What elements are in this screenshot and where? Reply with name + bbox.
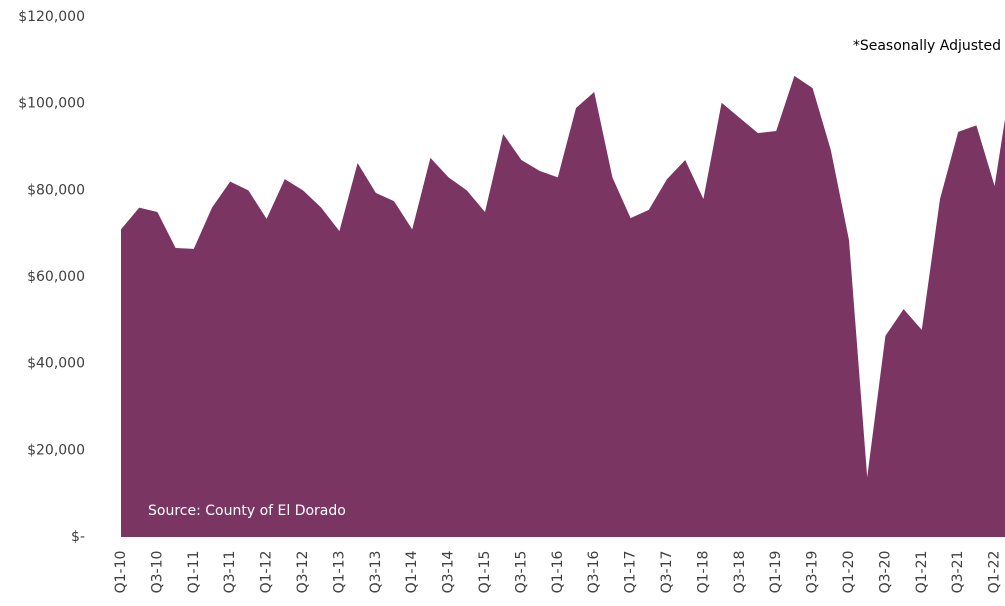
annotation: *Seasonally Adjusted <box>853 38 1001 54</box>
x-tick-label: Q3-19 <box>805 551 821 594</box>
x-tick-label: Q3-15 <box>513 551 529 594</box>
x-tick-label: Q1-11 <box>186 551 202 594</box>
x-tick-label: Q1-12 <box>259 551 275 594</box>
x-tick-label: Q1-20 <box>841 551 857 594</box>
x-tick-label: Q1-13 <box>331 551 347 594</box>
y-tick-label: $80,000 <box>27 182 85 198</box>
x-tick-label: Q1-17 <box>623 551 639 594</box>
x-tick-label: Q3-18 <box>732 551 748 594</box>
y-tick-label: $40,000 <box>27 356 85 372</box>
x-tick-label: Q1-18 <box>695 551 711 594</box>
x-tick-label: Q1-10 <box>113 551 129 594</box>
x-tick-label: Q3-12 <box>295 551 311 594</box>
annotation: Source: County of El Dorado <box>148 503 346 519</box>
x-tick-label: Q1-19 <box>768 551 784 594</box>
x-tick-label: Q3-14 <box>441 551 457 594</box>
x-tick-label: Q3-21 <box>950 551 966 594</box>
x-tick-label: Q3-10 <box>149 551 165 594</box>
x-tick-label: Q3-20 <box>877 551 893 594</box>
y-tick-label: $- <box>71 529 85 545</box>
x-tick-label: Q1-15 <box>477 551 493 594</box>
x-tick-label: Q3-17 <box>659 551 675 594</box>
x-tick-label: Q1-21 <box>914 551 930 594</box>
x-tick-label: Q3-16 <box>586 551 602 594</box>
y-tick-label: $60,000 <box>27 269 85 285</box>
x-tick-label: Q1-14 <box>404 551 420 594</box>
y-tick-label: $20,000 <box>27 442 85 458</box>
area <box>121 75 1005 537</box>
x-tick-label: Q3-13 <box>368 551 384 594</box>
x-tick-label: Q1-22 <box>987 551 1003 594</box>
y-tick-label: $100,000 <box>18 96 85 112</box>
y-tick-label: $120,000 <box>18 9 85 25</box>
x-tick-label: Q3-11 <box>222 551 238 594</box>
x-tick-label: Q1-16 <box>550 551 566 594</box>
